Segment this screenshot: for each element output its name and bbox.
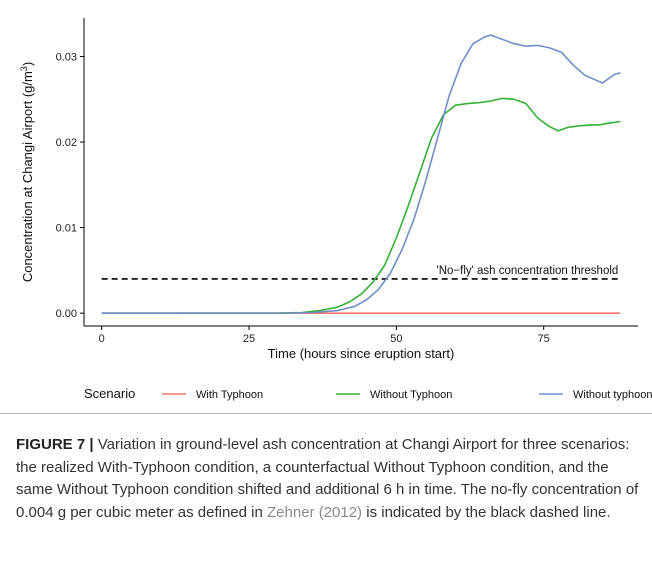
legend-label: Without typhoon, plus 6 hour shift bbox=[573, 389, 652, 401]
threshold-annotation: 'No−fly' ash concentration threshold bbox=[437, 265, 619, 277]
y-tick-label: 0.02 bbox=[56, 137, 77, 149]
y-tick-label: 0.00 bbox=[56, 308, 77, 320]
y-axis-title-main: Concentration at Changi Airport (g/m bbox=[20, 71, 35, 282]
y-axis-ticks: 0.00 0.01 0.02 0.03 bbox=[56, 52, 84, 320]
x-tick-label: 25 bbox=[243, 333, 255, 345]
caption-divider bbox=[0, 413, 652, 414]
caption-text-end: is indicated by the black dashed line. bbox=[362, 503, 611, 521]
x-axis-title: Time (hours since eruption start) bbox=[268, 346, 455, 361]
x-tick-label: 50 bbox=[390, 333, 402, 345]
reference-link[interactable]: Zehner (2012) bbox=[267, 503, 363, 521]
plot-area bbox=[101, 34, 621, 314]
figure-caption: FIGURE 7 | Variation in ground-level ash… bbox=[16, 434, 642, 524]
y-tick-label: 0.01 bbox=[56, 223, 77, 235]
y-tick-label: 0.03 bbox=[56, 52, 77, 64]
series-line-3 bbox=[101, 34, 621, 314]
x-axis-ticks: 0 25 50 75 bbox=[99, 326, 550, 345]
y-axis-title: Concentration at Changi Airport (g/m3) bbox=[19, 62, 35, 282]
legend-label: With Typhoon bbox=[196, 389, 263, 401]
legend-label: Without Typhoon bbox=[370, 389, 452, 401]
y-axis-title-close: ) bbox=[20, 62, 35, 66]
series-line-2 bbox=[101, 97, 621, 314]
caption-text: Variation in ground-level ash concentrat… bbox=[16, 436, 639, 521]
legend-title: Scenario bbox=[84, 386, 135, 401]
axes: 0.00 0.01 0.02 0.03 0 25 50 75 bbox=[56, 18, 638, 345]
figure-label: FIGURE 7 | bbox=[16, 436, 94, 453]
x-tick-label: 75 bbox=[538, 333, 550, 345]
legend: Scenario With Typhoon Without Typhoon With… bbox=[84, 386, 652, 401]
legend-items: With Typhoon Without Typhoon Without typho… bbox=[162, 389, 652, 401]
x-tick-label: 0 bbox=[99, 333, 105, 345]
y-axis-title-exponent: 3 bbox=[19, 66, 29, 71]
chart: 0.00 0.01 0.02 0.03 0 25 50 75 Time (hours sin… bbox=[19, 18, 652, 401]
